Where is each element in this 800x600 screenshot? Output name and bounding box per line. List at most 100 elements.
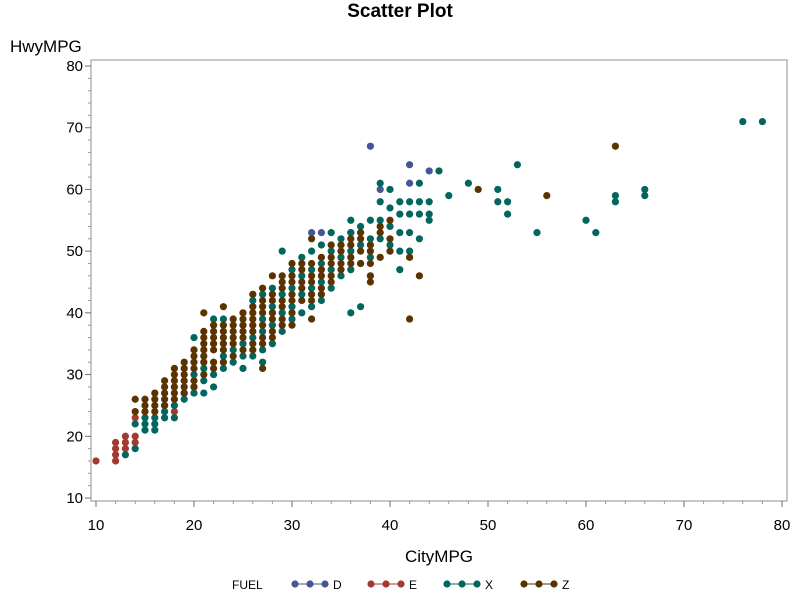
- legend-label: Z: [562, 578, 569, 592]
- y-axis: 10 20 30 40 50 60 70 80: [66, 58, 91, 507]
- data-point: [161, 408, 169, 416]
- data-point: [278, 272, 286, 280]
- y-axis-label: HwyMPG: [10, 37, 82, 56]
- data-point: [200, 358, 208, 366]
- data-point: [406, 210, 414, 218]
- data-point: [151, 401, 159, 410]
- x-tick-label: 30: [284, 517, 301, 534]
- data-point: [347, 309, 355, 317]
- data-point: [141, 426, 149, 434]
- data-point: [288, 278, 296, 286]
- data-point: [268, 309, 276, 317]
- data-point: [396, 229, 404, 237]
- legend-item-Z: Z: [520, 578, 569, 592]
- data-point: [121, 432, 129, 440]
- legend-label: E: [409, 578, 417, 592]
- data-point: [239, 315, 247, 323]
- data-point: [406, 161, 414, 169]
- data-point: [396, 198, 404, 206]
- data-point: [386, 241, 394, 249]
- data-point: [288, 266, 296, 274]
- data-point: [308, 247, 316, 255]
- data-point: [288, 290, 296, 298]
- data-point: [161, 414, 169, 422]
- legend-marker: [550, 580, 558, 588]
- data-point: [308, 272, 316, 280]
- data-point: [357, 303, 365, 311]
- plot-frame: [90, 59, 788, 502]
- data-point: [268, 303, 276, 311]
- data-point: [298, 253, 306, 261]
- data-point: [386, 204, 394, 212]
- data-point: [151, 408, 159, 416]
- legend-item-X: X: [443, 578, 493, 592]
- data-point: [170, 364, 178, 372]
- data-point: [229, 327, 237, 335]
- data-point: [425, 198, 433, 206]
- data-point: [415, 272, 423, 280]
- data-point: [131, 438, 139, 447]
- data-point: [180, 395, 188, 403]
- data-point: [239, 309, 247, 317]
- data-point: [229, 358, 237, 366]
- data-point: [200, 346, 208, 354]
- data-point: [200, 333, 208, 342]
- data-point: [219, 340, 227, 348]
- data-point: [308, 278, 316, 286]
- data-point: [121, 451, 129, 459]
- data-point: [180, 358, 188, 366]
- data-point: [210, 358, 218, 366]
- data-point: [386, 216, 394, 224]
- data-points: [92, 117, 767, 465]
- data-point: [259, 309, 267, 317]
- data-point: [317, 253, 325, 261]
- data-point: [366, 278, 374, 286]
- data-point: [190, 333, 198, 342]
- data-point: [170, 389, 178, 397]
- data-point: [366, 241, 374, 249]
- legend-marker: [443, 580, 451, 588]
- series-Z: [131, 142, 620, 416]
- data-point: [190, 383, 198, 391]
- data-point: [425, 167, 433, 175]
- legend-item-D: D: [291, 578, 342, 592]
- data-point: [415, 210, 423, 218]
- data-point: [190, 377, 198, 385]
- data-point: [268, 340, 276, 348]
- data-point: [259, 364, 267, 372]
- data-point: [317, 296, 325, 305]
- data-point: [298, 290, 306, 298]
- data-point: [200, 309, 208, 317]
- data-point: [200, 370, 208, 379]
- data-point: [180, 370, 188, 379]
- data-point: [386, 235, 394, 243]
- data-point: [278, 309, 286, 317]
- data-point: [357, 222, 365, 231]
- y-tick-label: 10: [66, 490, 83, 507]
- data-point: [268, 284, 276, 292]
- data-point: [239, 346, 247, 354]
- data-point: [357, 235, 365, 243]
- data-point: [278, 247, 286, 255]
- data-point: [131, 445, 139, 453]
- data-point: [249, 303, 257, 311]
- data-point: [376, 229, 384, 237]
- data-point: [327, 253, 335, 261]
- data-point: [161, 389, 169, 397]
- y-tick-label: 80: [66, 58, 83, 75]
- data-point: [180, 364, 188, 372]
- data-point: [308, 296, 316, 305]
- data-point: [611, 192, 620, 200]
- data-point: [298, 266, 306, 274]
- legend-marker: [535, 580, 543, 588]
- data-point: [268, 272, 276, 280]
- data-point: [210, 370, 218, 379]
- data-point: [278, 327, 286, 335]
- data-point: [298, 309, 306, 317]
- data-point: [366, 259, 374, 268]
- data-point: [396, 266, 404, 274]
- data-point: [141, 408, 149, 416]
- data-point: [141, 420, 149, 428]
- data-point: [376, 235, 384, 243]
